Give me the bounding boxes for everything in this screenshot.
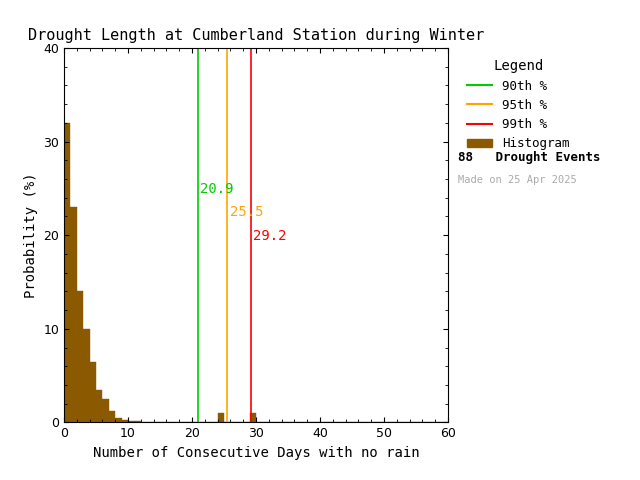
Bar (128, 420, 134, 422)
Text: 29.2: 29.2 (253, 229, 287, 243)
Bar (96, 390, 102, 422)
Text: 25.5: 25.5 (230, 205, 263, 219)
Bar (250, 413, 256, 422)
Text: Made on 25 Apr 2025: Made on 25 Apr 2025 (458, 175, 577, 185)
Bar (115, 418, 122, 422)
Title: Drought Length at Cumberland Station during Winter: Drought Length at Cumberland Station dur… (28, 28, 484, 43)
X-axis label: Number of Consecutive Days with no rain: Number of Consecutive Days with no rain (93, 446, 419, 460)
Bar (90, 361, 96, 422)
Bar (102, 399, 109, 422)
Y-axis label: Probability (%): Probability (%) (24, 172, 38, 298)
Bar (109, 411, 115, 422)
Bar (218, 413, 224, 422)
Legend: 90th %, 95th %, 99th %, Histogram: 90th %, 95th %, 99th %, Histogram (462, 54, 575, 155)
Bar (134, 421, 141, 422)
Bar (77, 291, 83, 422)
Bar (64, 123, 70, 422)
Text: 88   Drought Events: 88 Drought Events (458, 151, 600, 164)
Bar (70, 207, 77, 422)
Bar (83, 329, 90, 422)
Text: 20.9: 20.9 (200, 182, 234, 196)
Bar (122, 420, 128, 422)
